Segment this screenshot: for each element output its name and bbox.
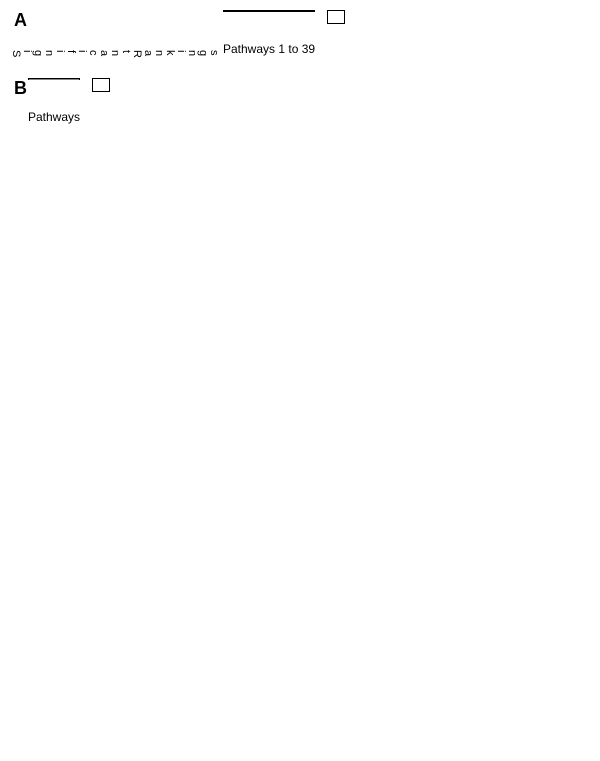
- chart-b-zero-line: [29, 79, 79, 80]
- chart-b-xlabels: [28, 84, 80, 108]
- panel-a-xtitle: Pathways 1 to 39: [223, 42, 315, 56]
- panel-a: A Significant Rankings Pathways 1 to 39: [10, 10, 590, 58]
- chart-b-area: [28, 78, 80, 80]
- panel-b-legend: [92, 78, 110, 92]
- chart-a-xlabels: [223, 16, 315, 40]
- panel-b-xtitle: Pathways: [28, 110, 80, 124]
- chart-a-area: [223, 10, 315, 12]
- panel-a-ylabel: Significant Rankings: [10, 50, 219, 58]
- panel-b-label: B: [14, 78, 27, 99]
- panel-a-legend: [327, 10, 345, 24]
- panel-b: B Pathways: [10, 78, 590, 124]
- panel-a-label: A: [14, 10, 27, 31]
